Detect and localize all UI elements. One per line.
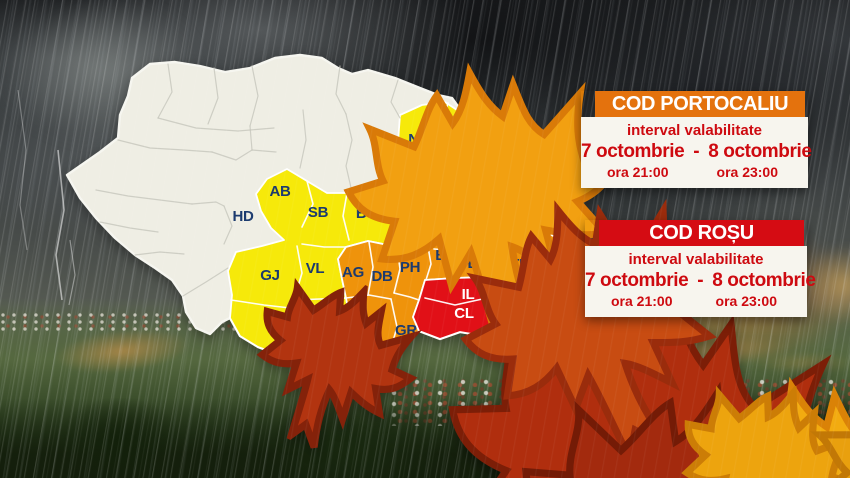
county-label-ph: PH <box>400 259 420 276</box>
county-label-sb: SB <box>308 204 329 221</box>
county-label-hd: HD <box>232 208 254 225</box>
county-label-gj: GJ <box>260 267 279 284</box>
date-range: 7 octombrie -8 octombrie <box>585 269 816 292</box>
county-label-vl: VL <box>306 260 325 277</box>
interval-validity-label: interval valabilitate <box>626 122 763 139</box>
time-start: ora 21:00 <box>607 164 669 180</box>
county-label-db: DB <box>371 268 393 285</box>
county-label-ag: AG <box>342 264 364 281</box>
alert-body: interval valabilitate 7 octombrie -8 octo… <box>585 246 816 317</box>
date-start: 7 octombrie <box>581 141 685 162</box>
alert-title: COD ROȘU <box>649 222 754 244</box>
alert-header-bar: COD ROȘU <box>599 220 804 246</box>
alert-card-cod-rosu: COD ROȘU interval valabilitate 7 octombr… <box>585 220 816 317</box>
interval-validity-label: interval valabilitate <box>628 251 764 268</box>
alert-header-bar: COD PORTOCALIU <box>595 91 805 117</box>
alert-card-cod-portocaliu: COD PORTOCALIU interval valabilitate 7 o… <box>581 91 812 188</box>
date-separator: - <box>693 141 700 162</box>
county-label-ab: AB <box>269 183 291 200</box>
date-end: 8 octombrie <box>708 141 812 162</box>
alert-title: COD PORTOCALIU <box>611 93 789 115</box>
time-start: ora 21:00 <box>611 293 673 309</box>
date-separator: - <box>697 270 704 291</box>
time-range: ora 21:00 ora 23:00 <box>581 163 808 181</box>
county-borders-white-area <box>95 63 401 297</box>
county-label-cl: CL <box>454 305 474 322</box>
date-start: 7 octombrie <box>585 270 689 291</box>
time-range: ora 21:00 ora 23:00 <box>585 292 807 310</box>
date-range: 7 octombrie -8 octombrie <box>581 140 812 163</box>
time-end: ora 23:00 <box>716 164 778 180</box>
county-label-il: IL <box>462 286 475 303</box>
alert-body: interval valabilitate 7 octombrie -8 octo… <box>581 117 812 188</box>
time-end: ora 23:00 <box>715 293 777 309</box>
date-end: 8 octombrie <box>712 270 816 291</box>
